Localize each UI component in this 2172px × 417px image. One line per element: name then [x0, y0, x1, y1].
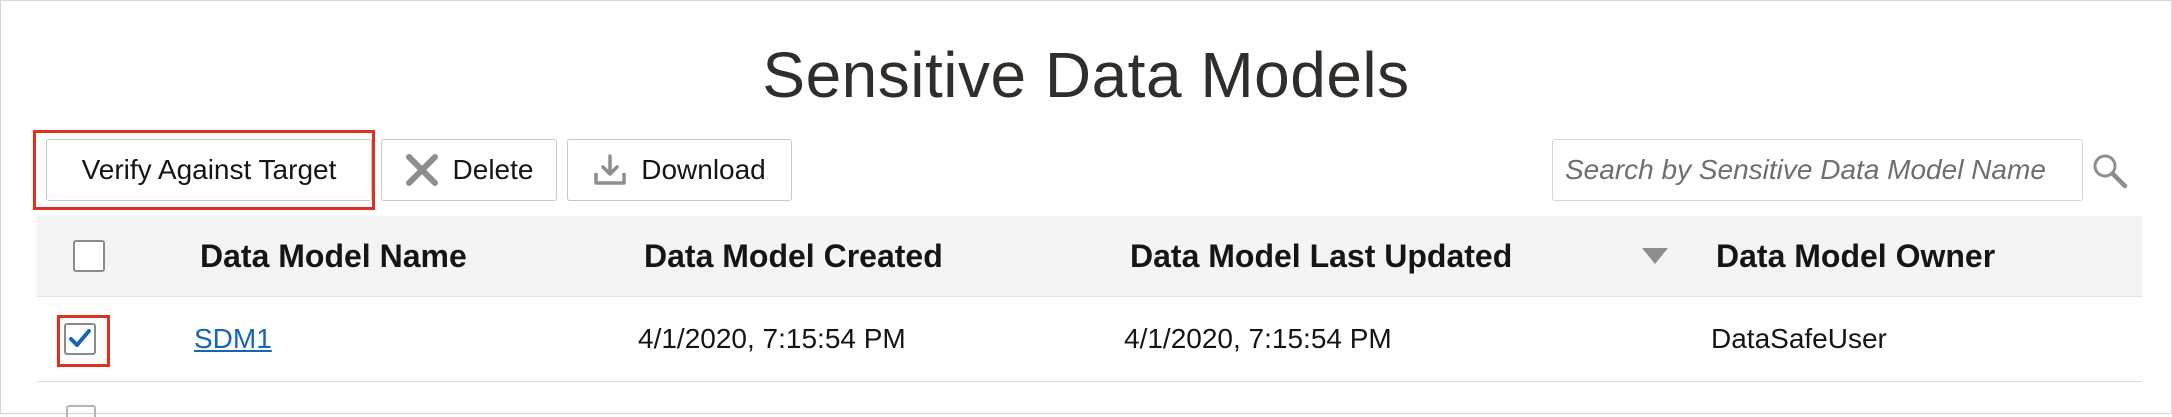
delete-label: Delete: [452, 154, 534, 185]
next-row-checkbox-partial: [66, 405, 96, 417]
table-row[interactable]: SDM1 4/1/2020, 7:15:54 PM 4/1/2020, 7:15…: [37, 297, 2142, 382]
select-all-checkbox[interactable]: [73, 240, 105, 272]
data-model-last-updated-cell: 4/1/2020, 7:15:54 PM: [1124, 323, 1392, 354]
download-icon: [593, 153, 627, 187]
delete-button[interactable]: Delete: [381, 139, 557, 201]
column-header-created[interactable]: Data Model Created: [644, 238, 943, 274]
column-header-last-updated[interactable]: Data Model Last Updated: [1130, 238, 1513, 274]
page-title: Sensitive Data Models: [762, 39, 1410, 111]
table-header: Data Model Name Data Model Created Data …: [37, 216, 2142, 297]
data-model-created-cell: 4/1/2020, 7:15:54 PM: [638, 323, 906, 354]
column-header-owner[interactable]: Data Model Owner: [1716, 238, 1996, 274]
download-label: Download: [641, 154, 766, 185]
data-model-name-link[interactable]: SDM1: [194, 323, 272, 354]
verify-against-target-button[interactable]: Verify Against Target: [46, 139, 372, 201]
sort-descending-icon[interactable]: [1640, 246, 1670, 266]
close-icon: [405, 153, 439, 187]
data-model-owner-cell: DataSafeUser: [1711, 323, 1887, 354]
check-icon: [69, 329, 91, 347]
download-button[interactable]: Download: [567, 139, 792, 201]
row-checkbox-checked[interactable]: [64, 323, 96, 355]
column-header-name[interactable]: Data Model Name: [200, 238, 467, 274]
verify-against-target-label: Verify Against Target: [81, 154, 337, 185]
search-icon[interactable]: [2092, 153, 2128, 189]
search-input[interactable]: [1552, 139, 2083, 201]
